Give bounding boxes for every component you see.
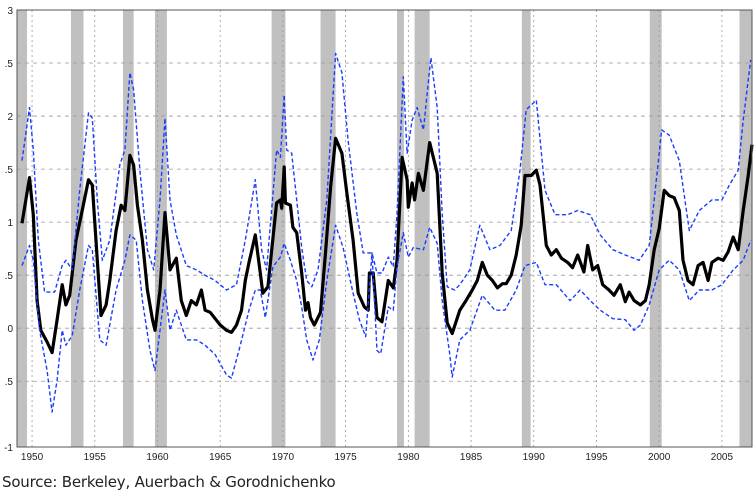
x-tick-label: 1980 — [397, 452, 420, 463]
recession-band — [154, 10, 167, 447]
y-tick-label: .5 — [5, 59, 14, 70]
y-tick-label: 3 — [7, 6, 13, 17]
recession-band — [397, 10, 404, 447]
x-tick-label: 1955 — [84, 452, 107, 463]
x-tick-label: 1990 — [523, 452, 546, 463]
recession-band — [17, 10, 28, 447]
y-tick-label: -1 — [4, 443, 13, 454]
plot-frame — [16, 9, 753, 448]
recession-band — [739, 10, 752, 447]
x-tick-label: 2005 — [711, 452, 734, 463]
y-tick-labels: 3 .5 2 .5 1 .5 0 .5 -1 — [4, 6, 13, 454]
lower-band-line — [21, 224, 752, 413]
x-tick-label: 1950 — [21, 452, 44, 463]
recession-band — [649, 10, 662, 447]
x-tick-label: 1995 — [585, 452, 608, 463]
y-tick-label: 0 — [7, 324, 13, 335]
x-tick-label: 1985 — [460, 452, 483, 463]
x-tick-label: 2000 — [648, 452, 671, 463]
x-tick-label: 1975 — [334, 452, 357, 463]
y-tick-label: .5 — [5, 271, 14, 282]
source-caption: Source: Berkeley, Auerbach & Gorodnichen… — [2, 473, 336, 491]
y-tick-label: .5 — [5, 165, 14, 176]
y-tick-label: 2 — [7, 112, 13, 123]
recession-band — [122, 10, 134, 447]
x-tick-label: 1960 — [146, 452, 169, 463]
x-tick-label: 1970 — [272, 452, 295, 463]
x-tick-labels: 1950 1955 1960 1965 1970 1975 1980 1985 1990 1995… — [21, 452, 734, 463]
y-tick-label: .5 — [5, 377, 14, 388]
recession-band — [521, 10, 531, 447]
x-tick-label: 1965 — [209, 452, 232, 463]
y-tick-label: 1 — [7, 218, 13, 229]
recession-band — [414, 10, 430, 447]
series-lines — [20, 52, 754, 413]
recession-band — [271, 10, 286, 447]
